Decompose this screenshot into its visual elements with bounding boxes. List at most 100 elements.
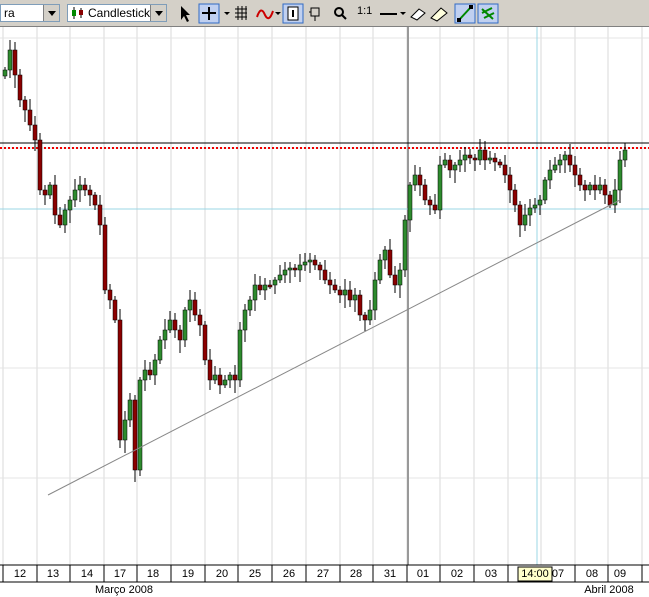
date-label: 12 — [14, 568, 26, 580]
date-label: 25 — [249, 568, 261, 580]
candle-body — [187, 299, 193, 311]
candle-body — [447, 159, 453, 171]
grid-tool[interactable] — [235, 6, 247, 20]
candle-body — [132, 399, 138, 471]
candle-body — [312, 259, 318, 266]
style-text: Candlestick — [88, 6, 151, 20]
candle-body — [232, 374, 238, 381]
candle-body — [392, 274, 398, 286]
date-label: 08 — [586, 568, 598, 580]
candle-body — [122, 419, 128, 441]
candle-body — [467, 154, 473, 159]
date-label: 09 — [614, 568, 626, 580]
dropdown-arrow[interactable] — [150, 5, 166, 21]
candle-body — [497, 161, 503, 166]
candle-icon — [72, 7, 83, 19]
candle-body — [617, 159, 623, 191]
candle-body — [147, 369, 153, 376]
tool-icons — [181, 3, 499, 24]
candle-body — [212, 374, 218, 381]
trend-line — [47, 199, 621, 496]
zoom-label[interactable]: 1:1 — [357, 5, 373, 17]
candle-body — [192, 299, 198, 316]
candle-body — [517, 204, 523, 226]
candle-body — [597, 184, 603, 191]
candle-body — [387, 249, 393, 276]
candle-body — [42, 189, 48, 196]
candle-body — [87, 189, 93, 196]
candle-body — [582, 184, 588, 191]
candle-body — [367, 309, 373, 321]
candle-body — [357, 294, 363, 316]
candle-body — [157, 339, 163, 361]
candle-body — [182, 309, 188, 341]
candle-body — [67, 199, 73, 211]
indicator-tool[interactable] — [256, 9, 274, 20]
candle-body — [112, 299, 118, 321]
candle-body — [242, 309, 248, 331]
candle-body — [282, 269, 288, 276]
candle-body — [277, 274, 283, 281]
candle-body — [172, 319, 178, 331]
candle-body — [2, 69, 8, 77]
candle-body — [552, 164, 558, 171]
eraser-tool[interactable] — [410, 8, 426, 21]
candle-body — [237, 329, 243, 381]
candle-body — [102, 224, 108, 291]
date-label: 28 — [350, 568, 362, 580]
date-label: 01 — [417, 568, 429, 580]
candle-body — [532, 204, 538, 209]
candle-body — [407, 184, 413, 221]
symbol-combo[interactable]: ra — [0, 4, 60, 22]
date-label: 27 — [317, 568, 329, 580]
candle-body — [267, 284, 273, 288]
candle-body — [207, 359, 213, 381]
dropdown-arrow[interactable] — [43, 5, 59, 21]
candle-body — [177, 329, 183, 341]
candle-body — [302, 261, 308, 266]
measure-tool[interactable] — [309, 7, 320, 21]
candle-body — [567, 154, 573, 166]
candle-body — [17, 74, 23, 101]
candle-body — [32, 124, 38, 141]
candle-body — [602, 184, 608, 196]
candle-body — [587, 184, 593, 191]
symbol-text: ra — [4, 6, 15, 20]
candle-body — [477, 149, 483, 161]
candle-body — [607, 194, 613, 206]
zoom-tool[interactable] — [334, 7, 344, 17]
candle-body — [82, 184, 88, 191]
candle-body — [92, 194, 98, 206]
candle-body — [547, 169, 553, 181]
candle-body — [287, 267, 293, 271]
candle-body — [202, 324, 208, 361]
candle-body — [327, 279, 333, 286]
candle-body — [402, 219, 408, 271]
candle-body — [417, 174, 423, 186]
pointer-tool[interactable] — [181, 6, 190, 22]
candle-body — [97, 204, 103, 226]
candle-body — [457, 159, 463, 166]
candle-body — [62, 209, 68, 226]
candle-body — [292, 267, 298, 271]
candle-body — [542, 179, 548, 201]
candle-body — [507, 174, 513, 191]
candle-body — [352, 294, 358, 301]
candle-body — [307, 259, 313, 263]
candle-body — [347, 289, 353, 301]
candle-body — [557, 159, 563, 166]
candle-body — [127, 399, 133, 421]
month-label: Abril 2008 — [584, 584, 634, 596]
candle-body — [527, 207, 533, 216]
candle-body — [137, 379, 143, 471]
style-combo[interactable]: Candlestick — [67, 4, 167, 22]
candle-body — [522, 214, 528, 226]
candle-body — [12, 49, 18, 76]
candle-body — [227, 374, 233, 381]
cursor-label-bg — [517, 566, 553, 582]
clear-tool[interactable] — [430, 7, 448, 22]
candle-body — [377, 259, 383, 281]
candle-body — [502, 164, 508, 176]
date-label: 31 — [384, 568, 396, 580]
candle-body — [197, 314, 203, 326]
